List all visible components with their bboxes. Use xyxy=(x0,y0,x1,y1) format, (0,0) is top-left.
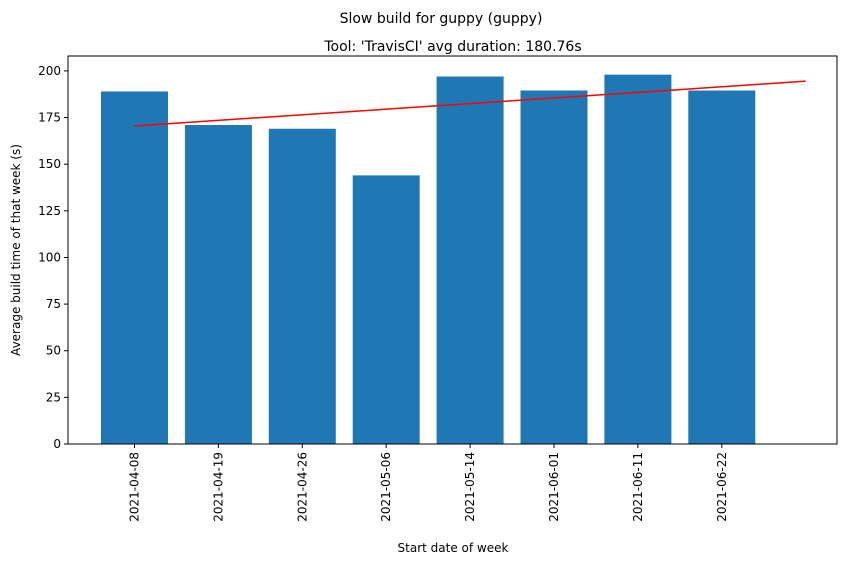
y-axis-label: Average build time of that week (s) xyxy=(9,144,23,356)
y-tick-label: 50 xyxy=(46,344,61,358)
x-tick-label: 2021-06-11 xyxy=(631,452,645,522)
x-axis-label: Start date of week xyxy=(398,541,509,555)
x-tick-label: 2021-05-06 xyxy=(379,452,393,522)
bar-2021-05-06 xyxy=(352,175,420,444)
x-tick-label: 2021-04-26 xyxy=(295,452,309,522)
y-tick-label: 75 xyxy=(46,297,61,311)
bar-2021-05-14 xyxy=(436,76,504,445)
bar-2021-04-08 xyxy=(101,91,168,444)
x-tick-label: 2021-06-01 xyxy=(547,452,561,522)
plot-frame xyxy=(67,55,838,445)
trendline-group xyxy=(134,80,806,127)
figure-suptitle: Slow build for guppy (guppy) xyxy=(340,11,543,27)
y-tick-label: 0 xyxy=(53,437,61,451)
bar-2021-04-26 xyxy=(268,128,336,444)
bar-2021-06-01 xyxy=(520,90,588,444)
y-tick-label: 150 xyxy=(38,157,61,171)
y-tick-label: 100 xyxy=(38,250,61,264)
y-tick-label: 175 xyxy=(38,111,61,125)
y-axis-ticks: 0 25 50 75 100 125 150 175 200 xyxy=(38,64,68,451)
x-tick-label: 2021-05-14 xyxy=(463,452,477,522)
bar-2021-06-22 xyxy=(688,90,756,444)
y-tick-label: 200 xyxy=(38,64,61,78)
y-tick-label: 125 xyxy=(38,204,61,218)
bars-group xyxy=(101,74,756,445)
bar-2021-06-11 xyxy=(604,74,672,445)
x-tick-label: 2021-06-22 xyxy=(715,452,729,522)
x-tick-label: 2021-04-19 xyxy=(211,452,225,522)
bar-2021-04-19 xyxy=(184,125,252,445)
chart-title: Tool: 'TravisCI' avg duration: 180.76s xyxy=(323,39,581,55)
trendline xyxy=(134,80,806,127)
y-tick-label: 25 xyxy=(46,390,61,404)
x-axis-ticks: 2021-04-08 2021-04-19 2021-04-26 2021-05-06… xyxy=(128,444,729,522)
x-tick-label: 2021-04-08 xyxy=(128,452,142,522)
